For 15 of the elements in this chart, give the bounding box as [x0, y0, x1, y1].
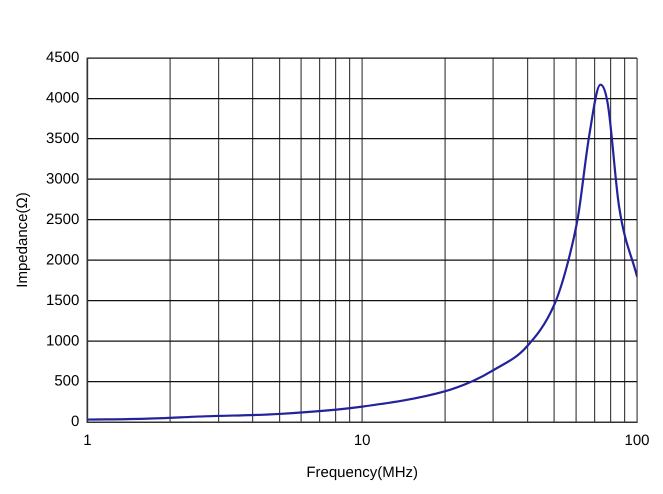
- x-tick-label: 1: [83, 432, 92, 450]
- y-tick-label: 2500: [46, 210, 80, 228]
- y-tick-label: 500: [54, 372, 80, 390]
- x-tick-label: 100: [624, 432, 650, 450]
- y-tick-label: 4500: [46, 49, 80, 66]
- x-tick-label: 10: [354, 432, 371, 450]
- y-tick-label: 2000: [46, 251, 80, 268]
- x-axis-title: Frequency(MHz): [306, 464, 418, 482]
- y-tick-label: 3500: [46, 130, 80, 148]
- y-tick-label: 1000: [46, 332, 80, 350]
- y-tick-label: 1500: [46, 292, 80, 309]
- y-tick-label: 3000: [46, 170, 80, 188]
- y-tick-label: 0: [71, 413, 80, 430]
- y-tick-label: 4000: [46, 90, 80, 107]
- y-axis-title: Impedance(Ω): [14, 192, 32, 288]
